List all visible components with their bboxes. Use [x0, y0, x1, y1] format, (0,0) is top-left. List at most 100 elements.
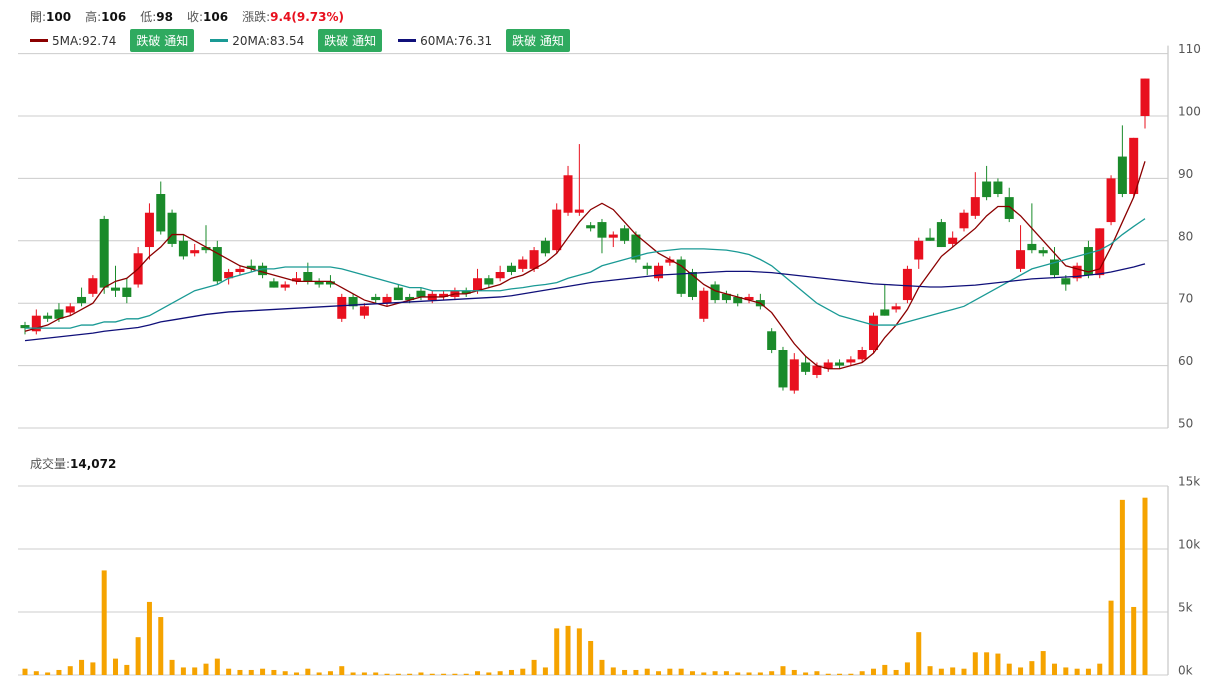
- candle-body: [88, 278, 98, 294]
- ma-line: [24, 161, 1146, 370]
- ma-line: [24, 263, 1146, 342]
- volume-bar: [542, 667, 548, 675]
- volume-bar: [395, 673, 401, 675]
- volume-bar: [972, 652, 978, 675]
- candle-body: [111, 287, 121, 291]
- volume-bar: [339, 666, 345, 675]
- alert-button[interactable]: 跌破 通知: [130, 29, 195, 52]
- candle-body: [823, 362, 833, 369]
- candle-body: [382, 296, 392, 304]
- volume-bar: [135, 637, 141, 675]
- candle-body: [1016, 250, 1026, 269]
- volume-bar: [282, 671, 288, 675]
- volume-header: 成交量:14,072: [30, 455, 116, 472]
- volume-bar: [508, 669, 514, 675]
- volume-bar: [260, 668, 266, 675]
- candle-body: [518, 259, 528, 269]
- volume-bar: [180, 667, 186, 675]
- candle-body: [1095, 228, 1105, 276]
- volume-bar: [475, 671, 481, 675]
- candle-body: [563, 175, 573, 213]
- candle-body: [654, 265, 664, 279]
- volume-bar: [418, 672, 424, 675]
- candle-body: [235, 268, 245, 272]
- stats-bar: 開:100 高:106 低:98 收:106 漲跌:9.4(9.73%): [30, 8, 344, 25]
- volume-bar: [837, 673, 843, 675]
- volume-bar: [689, 671, 695, 675]
- candle-body: [495, 272, 505, 279]
- candle-body: [506, 265, 516, 272]
- candle-body: [721, 293, 731, 301]
- candle-body: [1083, 247, 1093, 276]
- ma-legend: 5MA:92.74 跌破 通知 20MA:83.54 跌破 通知 60MA:76.31 跌…: [30, 29, 586, 52]
- candle-body: [65, 306, 75, 313]
- y-tick-label: 15k: [1178, 475, 1200, 489]
- candle-body: [405, 296, 415, 301]
- candle-body: [733, 296, 743, 304]
- stat: 收:106: [187, 8, 228, 25]
- candle-body: [178, 240, 188, 257]
- alert-button[interactable]: 跌破 通知: [506, 29, 570, 52]
- candle-body: [801, 362, 811, 372]
- stat-label: 低:: [140, 10, 157, 24]
- candle-body: [902, 268, 912, 301]
- stat-value: 9.4(9.73%): [270, 10, 344, 24]
- volume-bar: [961, 668, 967, 675]
- volume-bar: [226, 668, 232, 675]
- candle-body: [258, 265, 268, 276]
- volume-bar: [950, 667, 956, 675]
- candle-body: [122, 287, 132, 297]
- volume-bar: [1108, 600, 1114, 675]
- volume-bar: [1006, 663, 1012, 675]
- volume-bar: [169, 659, 175, 675]
- volume-bar: [870, 668, 876, 675]
- candle-body: [982, 181, 992, 198]
- volume-bar: [373, 672, 379, 675]
- legend-label: 5MA:92.74: [52, 33, 117, 48]
- volume-bar: [780, 666, 786, 675]
- stat: 高:106: [85, 8, 126, 25]
- candle-body: [778, 350, 788, 388]
- volume-bar: [22, 668, 28, 675]
- stat-value: 106: [203, 10, 229, 24]
- volume-bar: [610, 667, 616, 675]
- volume-bar: [56, 669, 62, 675]
- candle-body: [812, 365, 822, 375]
- candle-body: [880, 309, 890, 316]
- volume-bar: [1029, 661, 1035, 675]
- candle-body: [190, 250, 200, 254]
- ma-line: [25, 218, 1146, 329]
- volume-bar: [938, 668, 944, 675]
- y-tick-label: 110: [1178, 42, 1201, 56]
- candle-body: [325, 281, 335, 285]
- alert-button[interactable]: 跌破 通知: [318, 29, 383, 52]
- y-tick-label: 5k: [1178, 601, 1193, 615]
- stat-label: 開:: [30, 10, 47, 24]
- candle-body: [699, 290, 709, 319]
- candle-body: [473, 278, 483, 291]
- candle-body: [439, 293, 449, 297]
- candle-body: [710, 284, 720, 301]
- volume-bar: [667, 668, 673, 675]
- candle-body: [1004, 197, 1014, 219]
- candle-body: [552, 209, 562, 251]
- candle-body: [359, 306, 369, 316]
- volume-bar: [1085, 668, 1091, 675]
- y-tick-label: 80: [1178, 229, 1193, 243]
- volume-bar: [882, 664, 888, 675]
- volume-bar: [701, 672, 707, 675]
- volume-bar: [769, 671, 775, 675]
- candle-body: [597, 222, 607, 238]
- candle-body: [789, 359, 799, 391]
- volume-bar: [146, 601, 152, 675]
- volume-bar: [984, 652, 990, 675]
- candle-body: [269, 281, 279, 288]
- volume-bar: [757, 672, 763, 675]
- volume-bar: [192, 667, 198, 675]
- stat: 低:98: [140, 8, 173, 25]
- candle-body: [936, 222, 946, 248]
- volume-bar: [723, 671, 729, 675]
- legend-swatch: [398, 39, 417, 42]
- volume-bar: [214, 658, 220, 675]
